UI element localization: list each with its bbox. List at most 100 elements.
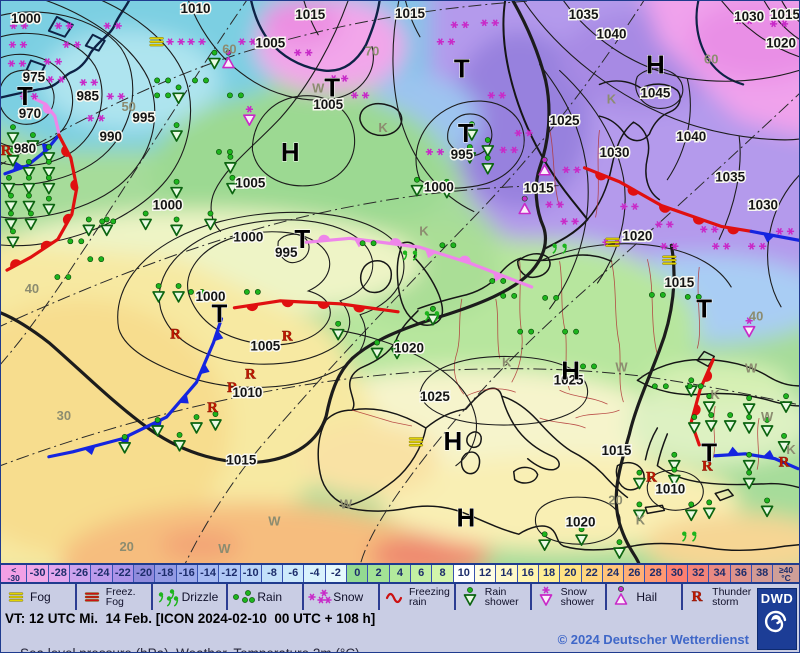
isobar-label: 1010 — [232, 385, 262, 400]
isobar-label: 1005 — [255, 36, 285, 51]
shower-symbol — [779, 393, 793, 413]
snow2-symbol — [735, 17, 754, 25]
shower-symbol — [777, 433, 791, 453]
snow2-symbol — [7, 60, 27, 68]
geo-label: W — [268, 513, 281, 528]
isobar-label: 995 — [451, 147, 474, 162]
chart-description: Sea level pressure (hPa), Weather, Tempe… — [20, 646, 360, 652]
geo-label: 50 — [121, 99, 135, 114]
svg-text:R: R — [170, 327, 181, 343]
snow2-symbol — [436, 38, 455, 46]
geo-label: 60 — [704, 52, 718, 67]
shower-symbol — [575, 526, 588, 546]
fog-symbol — [408, 437, 424, 447]
shower-symbol — [742, 414, 756, 434]
pressure-center-T: T — [17, 83, 33, 111]
shower-symbol — [26, 132, 40, 152]
thunder-symbol: R — [207, 400, 218, 416]
geo-label: K — [711, 387, 721, 402]
hail-symbol — [518, 195, 531, 215]
thunder-symbol: R — [1, 143, 12, 159]
isobar-label: 1035 — [569, 7, 599, 22]
scale-cell: -16 — [176, 565, 198, 582]
snow2-symbol — [19, 92, 39, 100]
legend-item-fog: Fog — [1, 584, 77, 610]
fog-icon — [8, 592, 24, 602]
scale-cell: 4 — [389, 565, 412, 582]
shower-symbol — [6, 124, 20, 144]
shower-symbol — [22, 192, 36, 213]
shower-symbol — [208, 49, 221, 70]
scale-cell: 6 — [411, 565, 433, 582]
scale-cell: 36 — [730, 565, 753, 582]
isobar-label: 1015 — [664, 275, 694, 290]
shower-symbol — [24, 210, 38, 231]
legend-item-drizzle: Drizzle — [153, 584, 229, 610]
rain2-symbol — [489, 278, 507, 284]
scale-cell: -12 — [219, 565, 241, 582]
fronts-layer — [3, 96, 799, 471]
snow-shower-icon — [539, 586, 552, 606]
geo-label: K — [636, 512, 646, 527]
thunderstorm-icon: R — [692, 589, 703, 605]
scale-cell: 28 — [645, 565, 667, 582]
geo-label: 30 — [57, 408, 71, 423]
shower-symbol — [42, 158, 56, 179]
isobar-label: 970 — [19, 106, 41, 121]
thunder-symbol: R — [245, 366, 256, 382]
shower-symbol — [42, 144, 56, 164]
hail-symbol — [222, 49, 235, 69]
scale-cell: 30 — [666, 565, 689, 582]
shower-symbol — [209, 411, 222, 431]
isobar-label: 990 — [99, 129, 121, 144]
shower-symbol — [481, 137, 495, 157]
dwd-spiral-icon — [764, 610, 787, 633]
snow2-symbol — [712, 242, 731, 250]
isobar-label: 1025 — [420, 389, 450, 404]
scale-cell: 38 — [752, 565, 774, 582]
geo-label: W — [615, 359, 628, 374]
snowsh-symbol — [243, 105, 256, 126]
scale-cell: 10 — [453, 565, 475, 582]
scale-cell: 8 — [432, 565, 454, 582]
scale-cell: -30 — [27, 565, 49, 582]
scale-cell: 24 — [602, 565, 625, 582]
scale-cell: 14 — [496, 565, 518, 582]
shower-symbol — [463, 144, 477, 164]
snow2-symbol — [560, 217, 579, 225]
svg-text:R: R — [1, 143, 12, 159]
scale-cell: 34 — [709, 565, 731, 582]
geo-label: W — [340, 496, 353, 511]
shower-symbol — [204, 210, 217, 231]
shower-symbol — [760, 497, 774, 518]
shower-symbol — [760, 417, 774, 437]
scale-cell: -28 — [48, 565, 71, 582]
rain2-symbol — [517, 328, 535, 335]
rain2-symbol — [562, 328, 579, 335]
isobar-label: 1015 — [295, 7, 325, 22]
rain2-symbol — [227, 92, 244, 99]
shower-symbol — [224, 154, 237, 174]
pressure-centers-layer: T T T T T T T T H H H H H — [17, 51, 718, 533]
hail-icon — [615, 586, 628, 605]
copyright: © 2024 Deutscher Wetterdienst — [557, 632, 749, 647]
snow2-symbol — [620, 203, 639, 210]
geo-label: 20 — [119, 539, 133, 554]
isobar-label: 985 — [77, 88, 100, 103]
geo-label: K — [786, 442, 796, 457]
rain-shower-icon — [463, 587, 477, 606]
freezing-fog-icon — [84, 592, 99, 602]
shower-symbol — [6, 228, 20, 249]
isobar-label: 1035 — [715, 170, 745, 185]
snow2-symbol — [660, 242, 679, 250]
pressure-center-H: H — [444, 428, 463, 456]
snow2-symbol — [769, 20, 789, 28]
geo-label: 60 — [222, 42, 236, 57]
snow2-symbol — [425, 148, 444, 156]
isobar-label: 980 — [14, 141, 36, 156]
snow2-symbol — [8, 41, 28, 49]
isobar-label: 995 — [132, 110, 155, 125]
snow2-symbol — [480, 19, 499, 27]
svg-text:R: R — [245, 366, 256, 382]
thunder-symbol: R — [646, 469, 657, 485]
